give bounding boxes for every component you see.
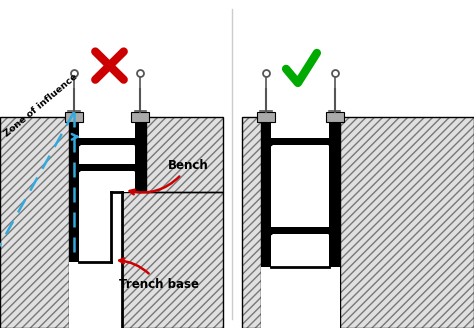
Bar	[79, 138, 135, 145]
Polygon shape	[122, 192, 223, 328]
Polygon shape	[340, 117, 474, 328]
Text: Zone of influence: Zone of influence	[2, 72, 79, 138]
Bar	[131, 112, 149, 122]
Bar	[271, 227, 329, 234]
Bar	[261, 117, 271, 267]
Text: Bench: Bench	[129, 159, 209, 194]
Bar	[135, 117, 146, 192]
Bar	[271, 138, 329, 145]
Bar	[326, 112, 344, 122]
Bar	[261, 117, 340, 267]
Polygon shape	[0, 117, 69, 328]
Bar	[329, 117, 340, 267]
Bar	[79, 164, 135, 171]
Polygon shape	[146, 117, 223, 192]
Bar	[69, 117, 79, 262]
Bar	[261, 267, 340, 328]
Polygon shape	[69, 117, 146, 262]
Polygon shape	[69, 192, 122, 328]
Text: Trench base: Trench base	[118, 258, 199, 291]
Polygon shape	[242, 117, 261, 328]
Bar	[65, 112, 83, 122]
Bar	[257, 112, 275, 122]
